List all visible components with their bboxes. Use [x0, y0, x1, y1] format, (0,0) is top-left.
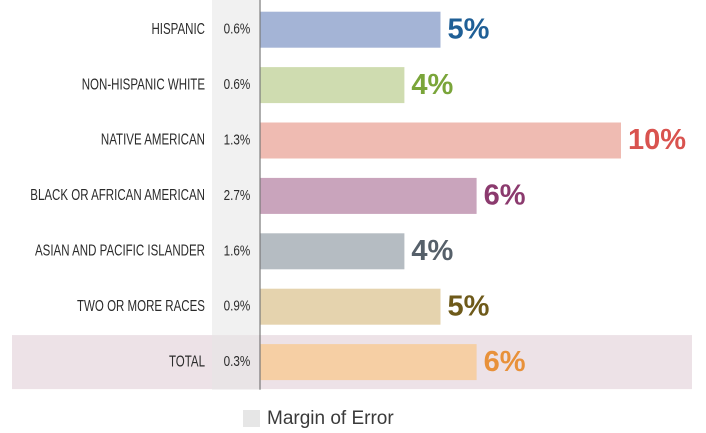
category-label: NATIVE AMERICAN: [101, 130, 205, 148]
moe-label: 0.3%: [224, 353, 251, 370]
moe-label: 2.7%: [224, 186, 251, 203]
bar: [260, 177, 477, 214]
category-label: TOTAL: [169, 351, 205, 369]
value-label: 6%: [484, 180, 526, 212]
bar: [260, 233, 405, 270]
bar: [260, 344, 477, 381]
category-label: TWO OR MORE RACES: [77, 296, 205, 314]
moe-column: [212, 0, 259, 390]
value-label: 10%: [628, 124, 686, 156]
legend-label: Margin of Error: [267, 408, 394, 429]
category-label: BLACK OR AFRICAN AMERICAN: [30, 185, 205, 203]
bar: [260, 288, 441, 325]
bar: [260, 67, 405, 104]
value-label: 4%: [411, 69, 453, 101]
bar: [260, 122, 621, 159]
category-label: ASIAN AND PACIFIC ISLANDER: [35, 241, 205, 259]
category-label: HISPANIC: [151, 19, 205, 37]
legend-swatch: [243, 410, 260, 427]
bar: [260, 11, 441, 48]
value-label: 4%: [411, 235, 453, 267]
value-label: 5%: [448, 13, 490, 45]
moe-label: 1.3%: [224, 131, 251, 148]
value-label: 6%: [484, 346, 526, 378]
category-label: NON-HISPANIC WHITE: [82, 74, 205, 92]
moe-label: 0.6%: [224, 20, 251, 37]
moe-label: 0.6%: [224, 76, 251, 93]
value-label: 5%: [448, 290, 490, 322]
moe-label: 0.9%: [224, 297, 251, 314]
moe-label: 1.6%: [224, 242, 251, 259]
